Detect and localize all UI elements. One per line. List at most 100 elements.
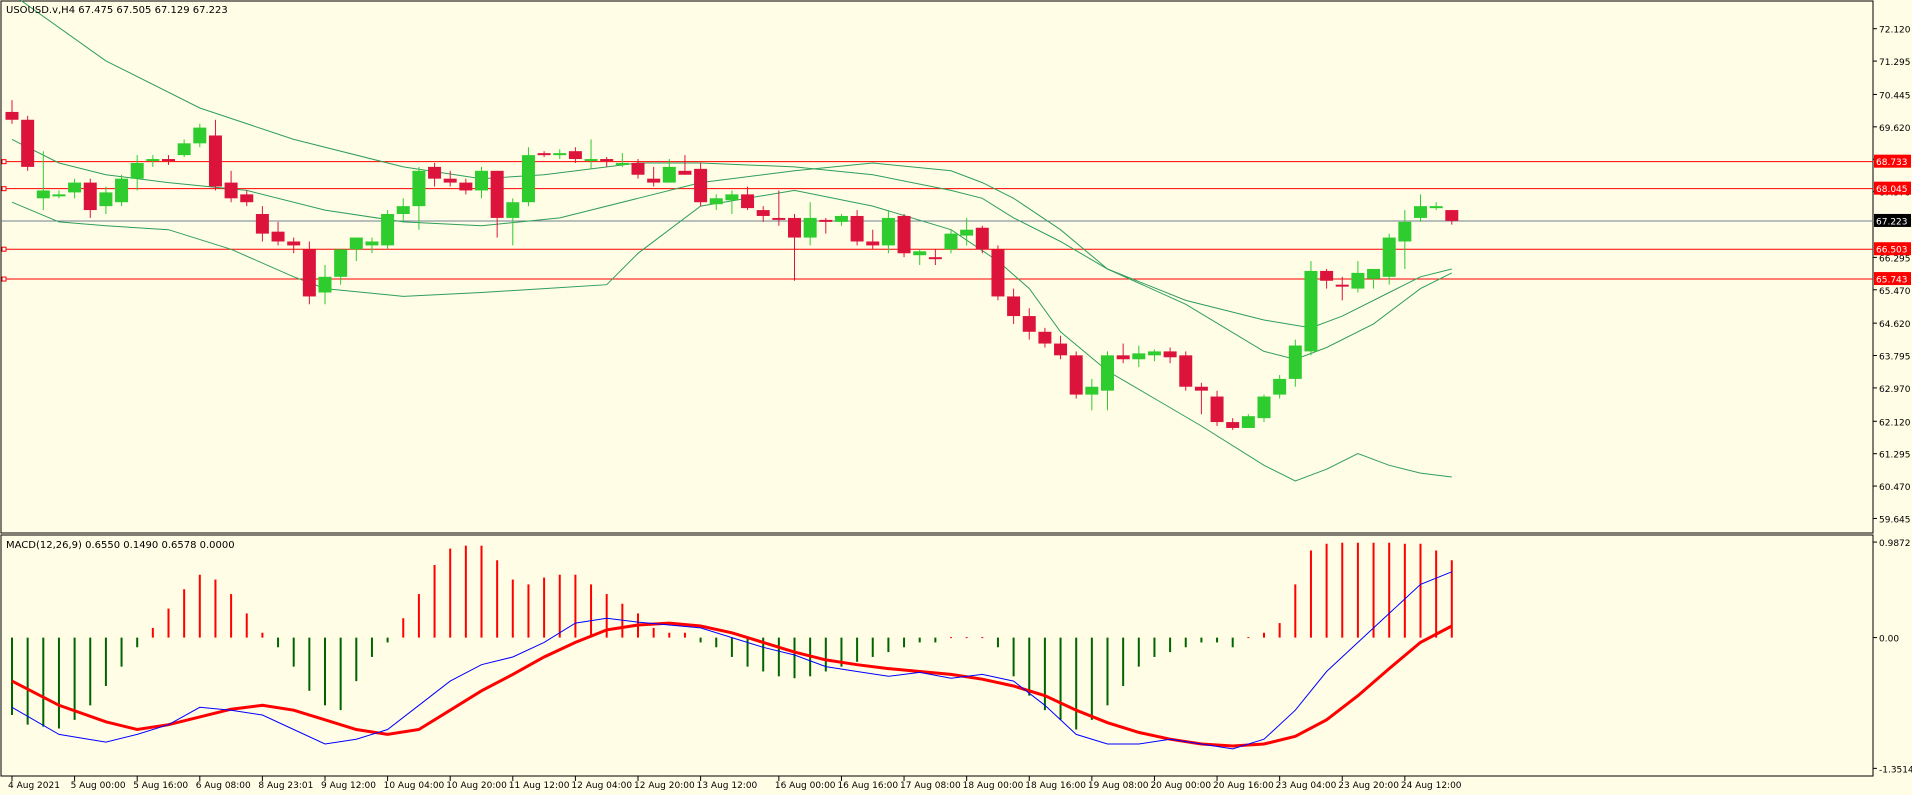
macd-header: MACD(12,26,9) 0.6550 0.1490 0.6578 0.000… [6, 540, 235, 551]
price-tick-label: 61.295 [1879, 451, 1911, 461]
price-tick-label: 63.795 [1879, 353, 1911, 363]
level-label-box [1874, 272, 1911, 286]
level-label: 68.733 [1876, 158, 1908, 168]
candle-bull [662, 166, 676, 183]
candle-bear [1022, 316, 1036, 332]
candle-bull [381, 214, 395, 246]
candle-bear [271, 231, 285, 242]
time-tick-label: 17 Aug 08:00 [900, 781, 961, 790]
level-label-box [1874, 154, 1911, 168]
candle-bull [1288, 345, 1302, 379]
bollinger-lower-band [11, 189, 1452, 482]
time-tick-label: 6 Aug 08:00 [196, 781, 251, 790]
candle-bear [287, 241, 301, 246]
candle-bull [521, 155, 535, 203]
level-label: 68.045 [1876, 185, 1908, 195]
price-tick-label: 71.295 [1879, 58, 1911, 68]
candle-bull [1351, 272, 1365, 289]
candle-bull [146, 159, 160, 162]
price-tick-label: 62.970 [1879, 385, 1911, 395]
time-tick-label: 19 Aug 08:00 [1088, 781, 1149, 790]
level-line-handle [1, 276, 7, 282]
candle-bull [130, 162, 144, 179]
main-panel-frame [0, 0, 1874, 534]
candle-bear [302, 249, 316, 297]
candle-bear [975, 227, 989, 250]
candle-bear [1226, 422, 1240, 428]
candle-bear [631, 162, 645, 175]
time-tick-label: 16 Aug 00:00 [775, 781, 836, 790]
macd-tick-label: 0.00 [1879, 635, 1899, 645]
candle-bear [1007, 296, 1021, 317]
candle-bull [99, 192, 113, 207]
candle-bull [396, 206, 410, 214]
candle-bear [819, 219, 833, 222]
level-label: 65.743 [1876, 276, 1908, 286]
axes: 72.12071.29570.44569.62068.79567.97066.2… [8, 26, 1912, 791]
level-line-handle [1, 159, 7, 165]
level-line-handle [1, 186, 7, 192]
macd-main-line [11, 571, 1452, 750]
candle-bull [475, 170, 488, 191]
time-tick-label: 23 Aug 20:00 [1338, 781, 1399, 790]
main-plot-area [1, 0, 1873, 482]
candle-bull [52, 194, 66, 197]
candle-bull [1085, 386, 1099, 395]
time-tick-label: 12 Aug 04:00 [571, 781, 632, 790]
time-tick-label: 12 Aug 20:00 [634, 781, 695, 790]
candle-bull [615, 162, 629, 165]
candle-bear [537, 153, 551, 156]
time-tick-label: 16 Aug 16:00 [837, 781, 898, 790]
candle-bear [647, 178, 661, 183]
candle-bear [255, 214, 269, 234]
candle-bear [443, 178, 457, 183]
candle-bear [1194, 386, 1208, 391]
candle-bull [960, 229, 974, 236]
candle-bull [725, 194, 739, 201]
candle-bull [1147, 351, 1161, 356]
candle-bull [834, 215, 848, 222]
price-tick-label: 69.620 [1879, 124, 1911, 134]
candle-bear [756, 210, 770, 216]
candle-bear [678, 170, 692, 175]
candle-bear [1163, 351, 1177, 358]
time-tick-label: 18 Aug 00:00 [963, 781, 1024, 790]
candle-bull [334, 249, 348, 277]
time-tick-label: 20 Aug 00:00 [1150, 781, 1211, 790]
macd-tick-label: -1.3514 [1879, 765, 1912, 775]
candle-bull [177, 143, 191, 156]
candle-bear [991, 249, 1005, 297]
candle-bull [913, 251, 927, 256]
time-tick-label: 5 Aug 00:00 [71, 781, 126, 790]
candle-bull [365, 241, 379, 246]
candle-bull [349, 237, 363, 250]
candle-bear [1179, 355, 1193, 387]
candle-bear [1445, 210, 1459, 221]
time-tick-label: 10 Aug 04:00 [384, 781, 445, 790]
candle-bear [897, 215, 911, 254]
candle-bull [1414, 206, 1427, 218]
candle-bear [1335, 284, 1349, 287]
time-tick-label: 20 Aug 16:00 [1213, 781, 1274, 790]
candle-bear [224, 182, 238, 199]
candle-bear [21, 119, 35, 167]
candle-bear [850, 215, 864, 242]
candle-bear [694, 168, 708, 203]
candle-bull [803, 217, 817, 238]
time-tick-label: 23 Aug 04:00 [1276, 781, 1337, 790]
candle-bear [1038, 331, 1052, 344]
candle-bull [881, 217, 895, 246]
candle-bear [600, 159, 614, 162]
time-tick-label: 11 Aug 12:00 [509, 781, 570, 790]
price-tick-label: 70.445 [1879, 91, 1911, 101]
candle-bull [412, 170, 426, 207]
candle-bear [1210, 396, 1224, 423]
candle-bull [1304, 270, 1318, 352]
current-price-box [1874, 213, 1911, 227]
macd-signal-line [11, 621, 1453, 748]
candle-bull [1367, 268, 1381, 279]
candle-bear [928, 257, 942, 260]
candle-bear [490, 170, 504, 218]
candle-bull [506, 202, 520, 218]
